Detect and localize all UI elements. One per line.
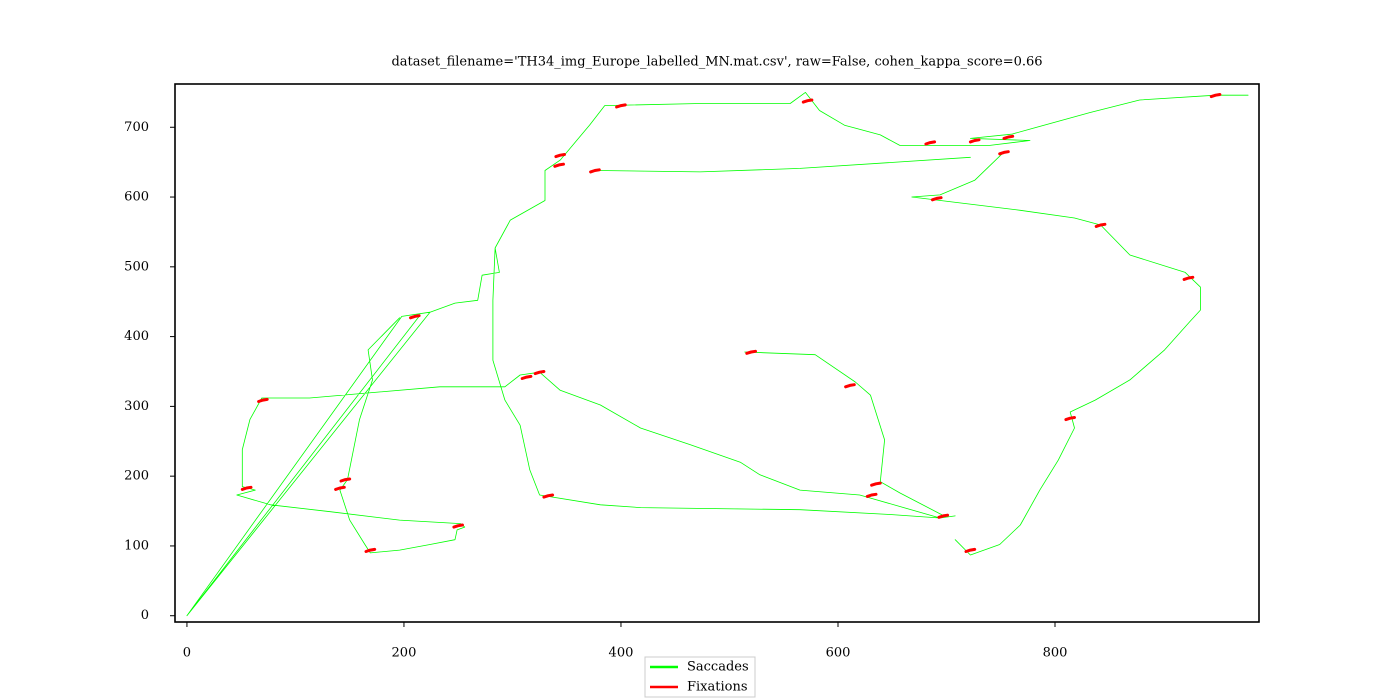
y-tick-label: 100 <box>124 538 149 553</box>
y-tick-label: 400 <box>124 329 149 344</box>
y-tick-label: 500 <box>124 259 149 274</box>
y-tick-label: 300 <box>124 399 149 414</box>
y-tick-label: 600 <box>124 190 149 205</box>
x-tick-label: 600 <box>826 646 851 661</box>
x-tick-label: 200 <box>392 646 417 661</box>
y-tick-label: 200 <box>124 469 149 484</box>
legend-label: Saccades <box>687 660 749 675</box>
x-tick-label: 0 <box>183 646 191 661</box>
plot-frame <box>174 83 1260 623</box>
legend-label: Fixations <box>687 680 748 695</box>
legend-box <box>644 656 756 698</box>
chart-title: dataset_filename='TH34_img_Europe_labell… <box>391 55 1042 70</box>
y-tick-label: 0 <box>141 608 149 623</box>
series-line <box>240 93 1222 553</box>
series-line <box>186 92 1249 617</box>
x-tick-label: 800 <box>1043 646 1068 661</box>
y-tick-label: 700 <box>124 120 149 135</box>
x-tick-label: 400 <box>609 646 634 661</box>
